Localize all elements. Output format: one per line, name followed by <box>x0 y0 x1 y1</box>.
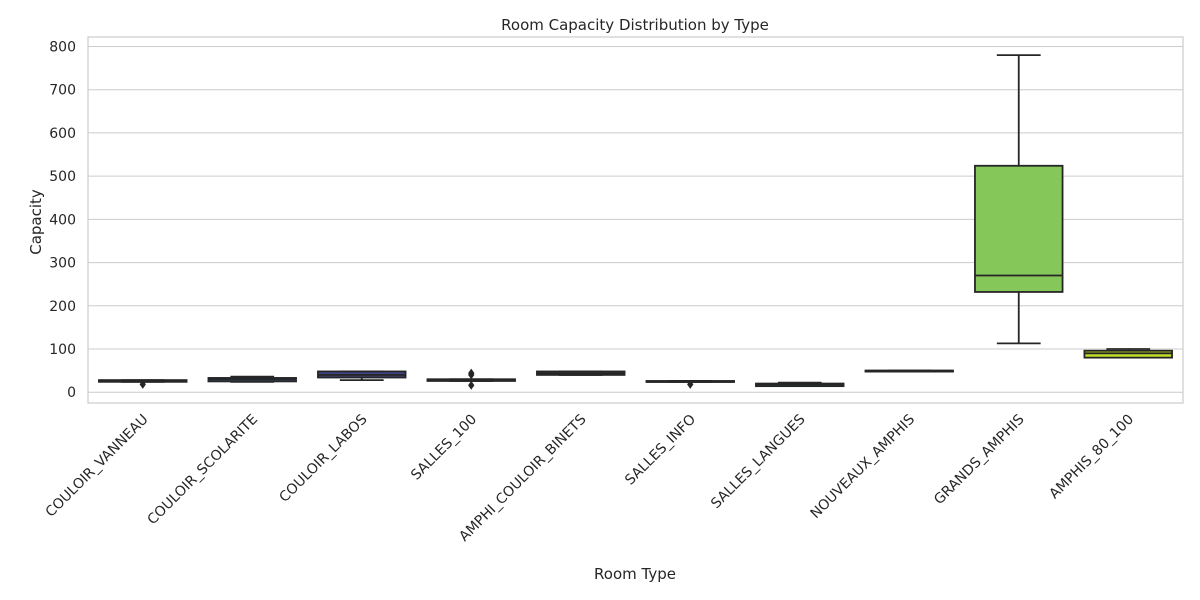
plot-frame <box>87 36 1184 404</box>
y-tick-label: 100 <box>49 342 76 358</box>
x-tick-label: COULOIR_VANNEAU <box>43 412 152 521</box>
box-group <box>755 381 845 388</box>
x-tick-label: SALLES_LANGUES <box>708 411 809 512</box>
y-axis-ticks: 0 100 200 300 400 500 600 700 800 <box>49 40 76 402</box>
box-group <box>864 369 954 373</box>
box-group <box>536 370 626 376</box>
x-tick-label: AMPHIS_80_100 <box>1046 412 1137 503</box>
box-group <box>974 54 1064 345</box>
box-iqr <box>974 164 1064 293</box>
gridlines <box>88 46 1183 393</box>
y-tick-label: 700 <box>49 83 76 99</box>
x-tick-label: NOUVEAUX_AMPHIS <box>808 411 919 522</box>
y-tick-label: 0 <box>67 385 76 401</box>
chart-title: Room Capacity Distribution by Type <box>501 16 769 34</box>
box-group <box>1083 348 1173 359</box>
box-group <box>645 379 735 389</box>
box-group <box>317 370 407 381</box>
y-tick-label: 600 <box>49 126 76 142</box>
y-tick-label: 800 <box>49 40 76 56</box>
x-tick-label: SALLES_INFO <box>622 412 699 489</box>
y-axis-label: Capacity <box>27 189 45 255</box>
x-tick-label: GRANDS_AMPHIS <box>931 411 1028 508</box>
y-tick-label: 200 <box>49 299 76 315</box>
box-group <box>207 375 297 383</box>
outlier-point <box>468 368 475 378</box>
boxes <box>98 54 1173 390</box>
outlier-point <box>139 379 146 389</box>
x-tick-label: AMPHI_COULOIR_BINETS <box>456 411 589 544</box>
x-tick-label: COULOIR_LABOS <box>276 411 370 505</box>
y-tick-label: 300 <box>49 256 76 272</box>
box-group <box>98 379 188 389</box>
x-tick-label: SALLES_100 <box>408 412 480 484</box>
box-group <box>426 368 516 390</box>
x-tick-label: COULOIR_SCOLARITE <box>145 412 262 529</box>
y-tick-label: 400 <box>49 212 76 228</box>
x-axis-label: Room Type <box>594 565 676 583</box>
outlier-point <box>468 380 475 390</box>
y-tick-label: 500 <box>49 169 76 185</box>
outlier-point <box>687 379 694 389</box>
